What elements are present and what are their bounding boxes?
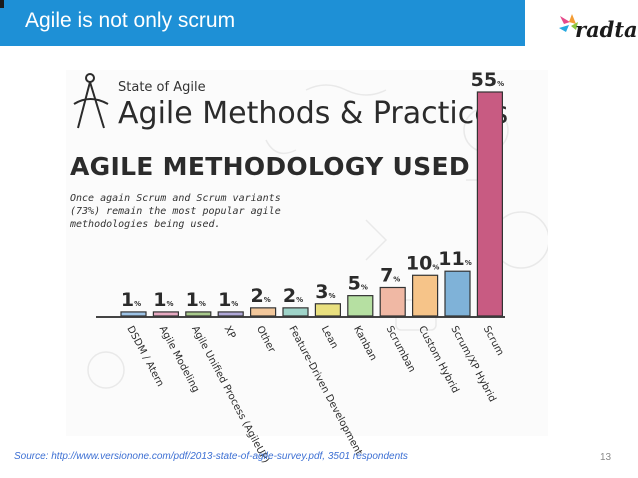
value-label-lean: 3% — [315, 281, 335, 303]
category-label-feature-driven-development: Feature-Driven Development — [286, 324, 364, 457]
value-label-agile-unified-process-agileup: 1% — [186, 289, 206, 311]
value-label-agile-modeling: 1% — [153, 289, 173, 311]
category-label-other: Other — [254, 324, 277, 355]
value-label-scrum: 55% — [471, 69, 504, 91]
bar-scrum — [476, 91, 503, 317]
survey-kicker: State of Agile — [118, 80, 206, 95]
value-label-feature-driven-development: 2% — [283, 285, 303, 307]
bar-other — [250, 307, 277, 317]
category-label-scrumban: Scrumban — [384, 324, 418, 374]
value-label-xp: 1% — [218, 289, 238, 311]
bar-agile-modeling — [152, 311, 179, 317]
category-label-scrum: Scrum — [481, 324, 506, 357]
category-label-agile-unified-process-agileup: Agile Unified Process (AgileUP) — [189, 324, 271, 465]
bar-scrumban — [379, 286, 406, 317]
value-label-scrumban: 7% — [380, 264, 400, 286]
value-label-custom-hybrid: 10% — [406, 252, 439, 274]
value-label-kanban: 5% — [348, 273, 368, 295]
bar-scrum-xp-hybrid — [444, 270, 471, 317]
bar-xp — [217, 311, 244, 317]
value-label-dsdm-atern: 1% — [121, 289, 141, 311]
value-label-other: 2% — [250, 285, 270, 307]
bar-dsdm-atern — [120, 311, 147, 317]
category-label-kanban: Kanban — [351, 324, 378, 362]
bar-lean — [314, 303, 341, 317]
survey-image-panel — [66, 70, 550, 436]
chart-title: AGILE METHODOLOGY USED — [70, 152, 470, 181]
logo-text: radtac — [575, 17, 638, 42]
bar-kanban — [347, 295, 374, 317]
bar-custom-hybrid — [412, 274, 439, 317]
title-banner: Agile is not only scrum — [0, 0, 525, 46]
page-number: 13 — [600, 452, 612, 463]
survey-note: Once again Scrum and Scrum variants (73%… — [70, 193, 281, 230]
category-label-lean: Lean — [319, 324, 340, 350]
corner-mark — [0, 0, 4, 8]
value-label-scrum-xp-hybrid: 11% — [438, 248, 471, 270]
slide-title: Agile is not only scrum — [25, 9, 236, 32]
source-citation: Source: http://www.versionone.com/pdf/20… — [14, 451, 408, 462]
bar-agile-unified-process-agileup — [185, 311, 212, 317]
category-label-xp: XP — [222, 324, 238, 341]
bar-feature-driven-development — [282, 307, 309, 317]
radtac-logo-icon — [559, 14, 578, 32]
survey-heading: Agile Methods & Practices — [118, 96, 509, 131]
